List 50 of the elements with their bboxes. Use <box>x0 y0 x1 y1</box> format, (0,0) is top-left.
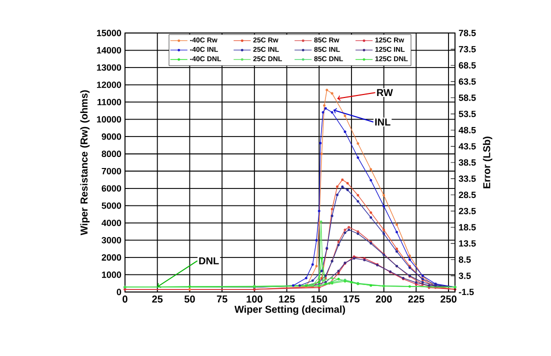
y-tick-label: 8000 <box>102 150 122 158</box>
y-axis-title: Wiper Resistance (Rw) (ohms) <box>80 90 90 236</box>
x-tick-label: 175 <box>344 296 360 303</box>
y2-tick-label: -1.5 <box>458 288 474 296</box>
y2-tick-label: 68.5 <box>458 62 476 69</box>
y2-tick-label: 38.5 <box>458 159 476 166</box>
y2-tick-label: 58.5 <box>458 94 476 101</box>
x-tick-label: 25 <box>152 296 163 303</box>
x-tick-label: 125 <box>279 296 295 303</box>
y2-axis-title: Error (LSb) <box>482 136 492 188</box>
y-tick-label: 9000 <box>102 133 122 140</box>
y-tick-label: 10000 <box>97 116 122 123</box>
y-tick-label: 0 <box>116 288 122 296</box>
y-tick-label: 15000 <box>97 30 122 36</box>
y2-tick-label: 28.5 <box>458 192 476 198</box>
x-tick-label: 250 <box>440 296 456 303</box>
y2-tick-label: 8.5 <box>458 256 471 263</box>
y2-tick-label: 33.5 <box>458 175 476 182</box>
annotation: RW <box>377 89 393 96</box>
y-tick-label: 3000 <box>102 237 122 244</box>
y-tick-label: 13000 <box>97 64 122 71</box>
y-tick-label: 7000 <box>102 168 122 174</box>
y2-tick-label: 73.5 <box>458 46 476 52</box>
y2-tick-label: 23.5 <box>458 208 476 214</box>
x-tick-label: 225 <box>408 296 424 303</box>
y2-tick-label: 78.5 <box>458 30 476 36</box>
y2-tick-label: 63.5 <box>458 78 476 85</box>
y-tick-label: 5000 <box>102 202 122 209</box>
y2-tick-label: 43.5 <box>458 143 476 150</box>
y-tick-label: 12000 <box>97 82 122 88</box>
y2-tick-label: 18.5 <box>459 224 476 230</box>
y2-tick-label: 53.5 <box>458 110 476 118</box>
y2-tick-label: 48.5 <box>458 126 476 134</box>
annotation: INL <box>375 118 390 126</box>
x-tick-label: 200 <box>376 296 392 303</box>
x-tick-label: 100 <box>246 296 262 303</box>
x-tick-label: 150 <box>311 296 328 303</box>
annotation: DNL <box>199 257 219 264</box>
y-tick-label: 1000 <box>102 272 122 278</box>
y-tick-label: 11000 <box>98 98 122 106</box>
y-tick-label: 2000 <box>102 254 122 261</box>
y-tick-label: 14000 <box>97 47 122 54</box>
x-tick-label: 50 <box>184 296 195 303</box>
y2-tick-label: 13.5 <box>459 240 476 247</box>
y-tick-label: 6000 <box>102 185 122 192</box>
x-axis-title: Wiper Setting (decimal) <box>234 305 346 315</box>
y2-tick-label: 3.5 <box>458 272 471 279</box>
x-tick-label: 0 <box>122 296 128 303</box>
y-tick-label: 4000 <box>102 220 122 226</box>
x-tick-label: 75 <box>216 296 228 303</box>
